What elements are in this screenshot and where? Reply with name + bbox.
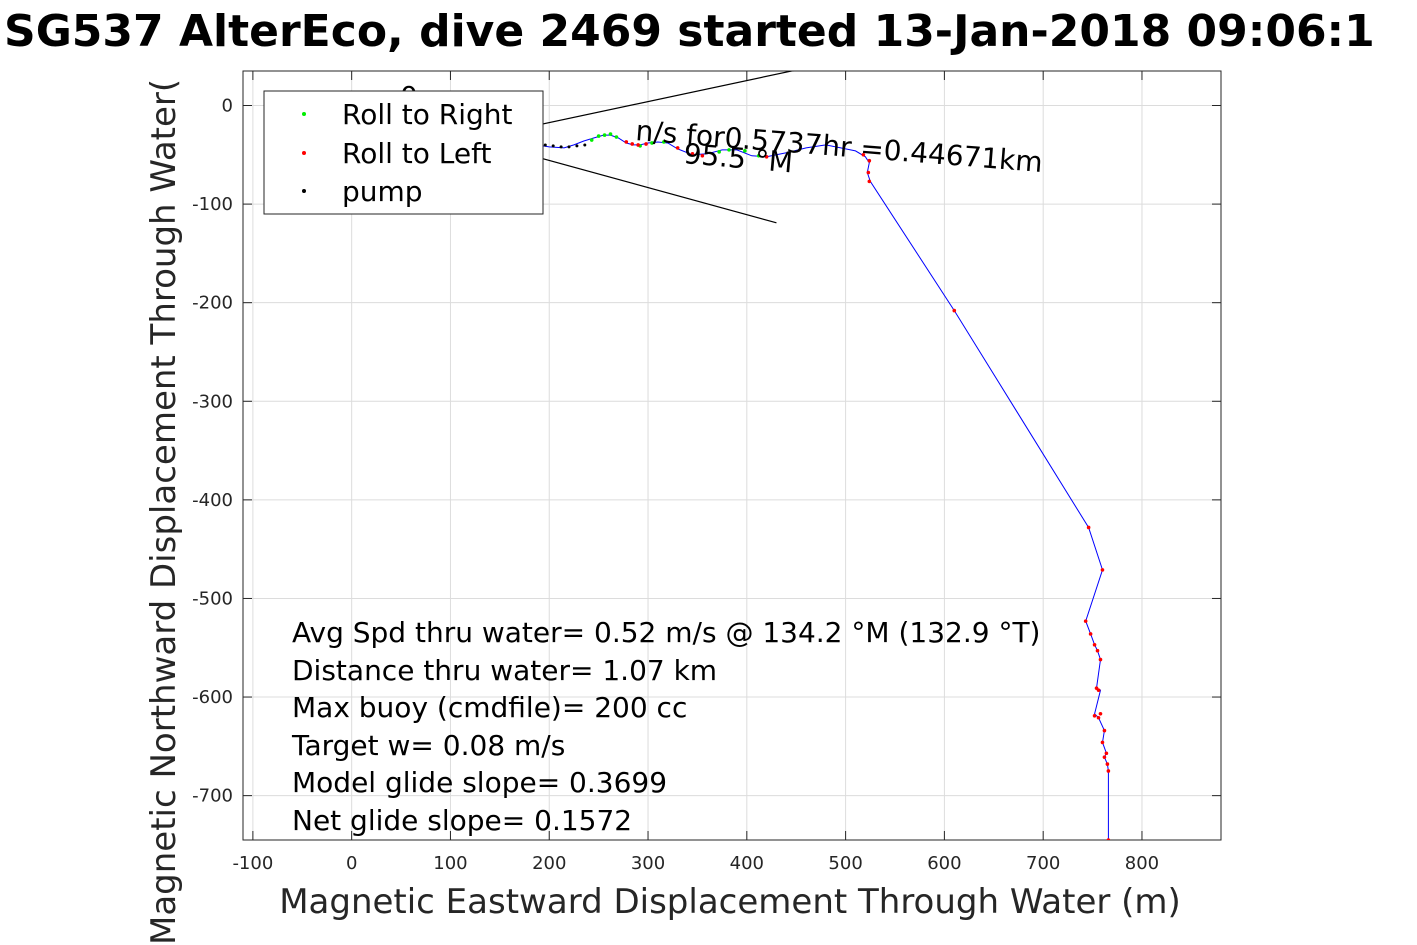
stat-net-glide-slope: Net glide slope= 0.1572: [292, 804, 632, 837]
legend-marker-roll-left: [302, 151, 306, 155]
stat-model-glide-slope: Model glide slope= 0.3699: [292, 766, 667, 799]
x-axis-label: Magnetic Eastward Displacement Through W…: [279, 882, 1181, 922]
roll-right-point: [614, 135, 619, 139]
roll-left-point: [1096, 715, 1101, 720]
roll-left-point: [867, 158, 872, 163]
roll-right-point: [717, 150, 721, 154]
y-tick-label: -100: [192, 194, 233, 215]
x-tick-label: 400: [730, 853, 764, 874]
x-tick-label: 100: [433, 853, 467, 874]
y-tick-label: -300: [192, 391, 233, 412]
pump-point: [575, 144, 579, 148]
roll-left-point: [867, 179, 872, 184]
roll-left-point: [1100, 740, 1105, 745]
x-tick-label: 500: [828, 853, 862, 874]
plot-area-frame: [242, 70, 1222, 841]
roll-left-point: [1096, 688, 1101, 692]
plot-content: [499, 71, 1111, 840]
y-tick-label: -200: [192, 293, 233, 314]
pump-point: [583, 143, 587, 147]
roll-left-point: [1083, 619, 1088, 623]
legend-label-roll-right: Roll to Right: [342, 98, 513, 131]
roll-left-point: [644, 142, 648, 146]
heading-line: [499, 71, 795, 134]
x-tick-label: 800: [1125, 853, 1159, 874]
legend-label-roll-left: Roll to Left: [342, 137, 491, 170]
heading-line: [499, 146, 777, 224]
roll-left-point: [1102, 728, 1107, 733]
stat-target-w: Target w= 0.08 m/s: [291, 729, 565, 762]
pump-point: [567, 145, 571, 149]
roll-right-point: [727, 148, 731, 152]
x-tick-label: 600: [927, 853, 961, 874]
x-tick-label: 300: [631, 853, 665, 874]
roll-left-point: [1092, 642, 1097, 647]
roll-left-point: [1092, 713, 1097, 718]
roll-right-point: [650, 141, 654, 145]
roll-left-point: [1095, 648, 1100, 653]
plot-layer: [499, 71, 1111, 840]
stats-block: Avg Spd thru water= 0.52 m/s @ 134.2 °M …: [291, 616, 1040, 837]
y-tick-label: -400: [192, 490, 233, 511]
roll-left-point: [630, 142, 635, 146]
roll-right-point: [756, 153, 761, 158]
roll-left-point: [764, 154, 769, 159]
y-tick-label: -700: [192, 786, 233, 807]
roll-right-point: [608, 132, 613, 136]
roll-left-point: [636, 143, 640, 147]
roll-left-point: [624, 140, 629, 144]
legend: Roll to Right Roll to Left pump: [263, 90, 544, 215]
roll-right-point: [596, 134, 601, 138]
roll-left-point: [675, 146, 680, 150]
roll-left-point: [1088, 632, 1093, 636]
roll-right-point: [602, 133, 607, 137]
roll-left-point: [1106, 838, 1111, 840]
roll-right-point: [743, 149, 747, 153]
legend-box: [263, 90, 544, 215]
roll-left-point: [690, 152, 695, 156]
roll-left-point: [861, 153, 866, 157]
roll-right-point: [662, 140, 666, 144]
roll-left-point: [700, 153, 705, 158]
y-tick-label: 0: [222, 96, 233, 117]
legend-marker-pump: [302, 189, 306, 193]
stat-max-buoy: Max buoy (cmdfile)= 200 cc: [292, 691, 687, 724]
y-tick-label: -500: [192, 588, 233, 609]
stat-distance: Distance thru water= 1.07 km: [292, 654, 717, 687]
roll-left-point: [1105, 762, 1110, 766]
roll-left-point: [952, 308, 957, 313]
roll-left-point: [1098, 657, 1103, 662]
chart-title: SG537 AlterEco, dive 2469 started 13-Jan…: [4, 6, 1375, 57]
roll-left-point: [1098, 712, 1103, 716]
roll-left-point: [866, 170, 871, 175]
roll-left-point: [1104, 751, 1109, 756]
dive-track-line: [499, 134, 1109, 840]
roll-right-point: [589, 138, 594, 142]
roll-left-point: [1106, 769, 1111, 773]
axis-ticks: -100 0 100 200 300 400 500 600 700 800 0 -100 -200 -3…: [192, 71, 1221, 874]
x-tick-label: -100: [232, 853, 273, 874]
legend-label-pump: pump: [342, 175, 423, 208]
pump-point: [551, 144, 555, 148]
roll-left-point: [1086, 525, 1091, 530]
y-tick-label: -600: [192, 687, 233, 708]
x-tick-label: 700: [1026, 853, 1060, 874]
roll-left-point: [1102, 755, 1107, 759]
legend-marker-roll-right: [302, 112, 306, 116]
pump-point: [543, 143, 547, 147]
x-tick-label: 0: [346, 853, 357, 874]
stat-avg-speed: Avg Spd thru water= 0.52 m/s @ 134.2 °M …: [292, 616, 1040, 649]
roll-left-point: [1100, 568, 1105, 572]
y-axis-label: Magnetic Northward Displacement Through …: [144, 79, 184, 945]
pump-point: [559, 145, 563, 149]
x-tick-label: 200: [532, 853, 566, 874]
